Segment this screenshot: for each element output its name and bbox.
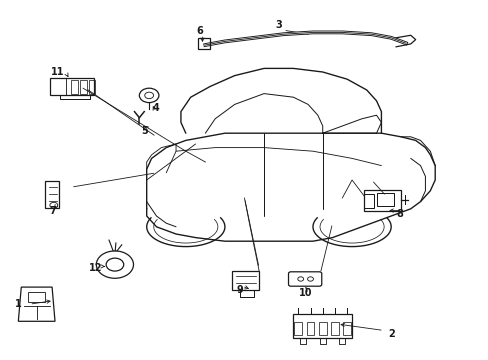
Text: 2: 2 — [387, 329, 394, 339]
Bar — [330, 322, 338, 335]
Bar — [293, 314, 351, 338]
Text: 12: 12 — [88, 263, 102, 273]
Text: 11: 11 — [51, 67, 64, 77]
Bar — [306, 322, 314, 335]
Bar — [80, 80, 86, 94]
Bar — [28, 292, 45, 302]
Text: 3: 3 — [275, 20, 282, 30]
Bar — [71, 80, 78, 94]
Text: 8: 8 — [396, 209, 403, 219]
Text: 6: 6 — [196, 26, 203, 36]
Text: 10: 10 — [298, 288, 312, 298]
Bar — [294, 322, 302, 335]
Bar — [376, 193, 393, 206]
Bar — [343, 322, 350, 335]
Text: 4: 4 — [152, 103, 159, 113]
Bar — [45, 181, 59, 208]
Bar — [88, 80, 95, 94]
Bar — [318, 322, 326, 335]
Text: 7: 7 — [49, 206, 56, 216]
Text: 9: 9 — [236, 285, 243, 295]
Bar — [50, 78, 94, 95]
Text: 5: 5 — [141, 126, 147, 136]
Bar — [364, 190, 400, 211]
Bar — [364, 194, 373, 208]
Bar — [198, 38, 210, 49]
Text: 1: 1 — [15, 299, 22, 309]
Bar — [232, 271, 259, 290]
